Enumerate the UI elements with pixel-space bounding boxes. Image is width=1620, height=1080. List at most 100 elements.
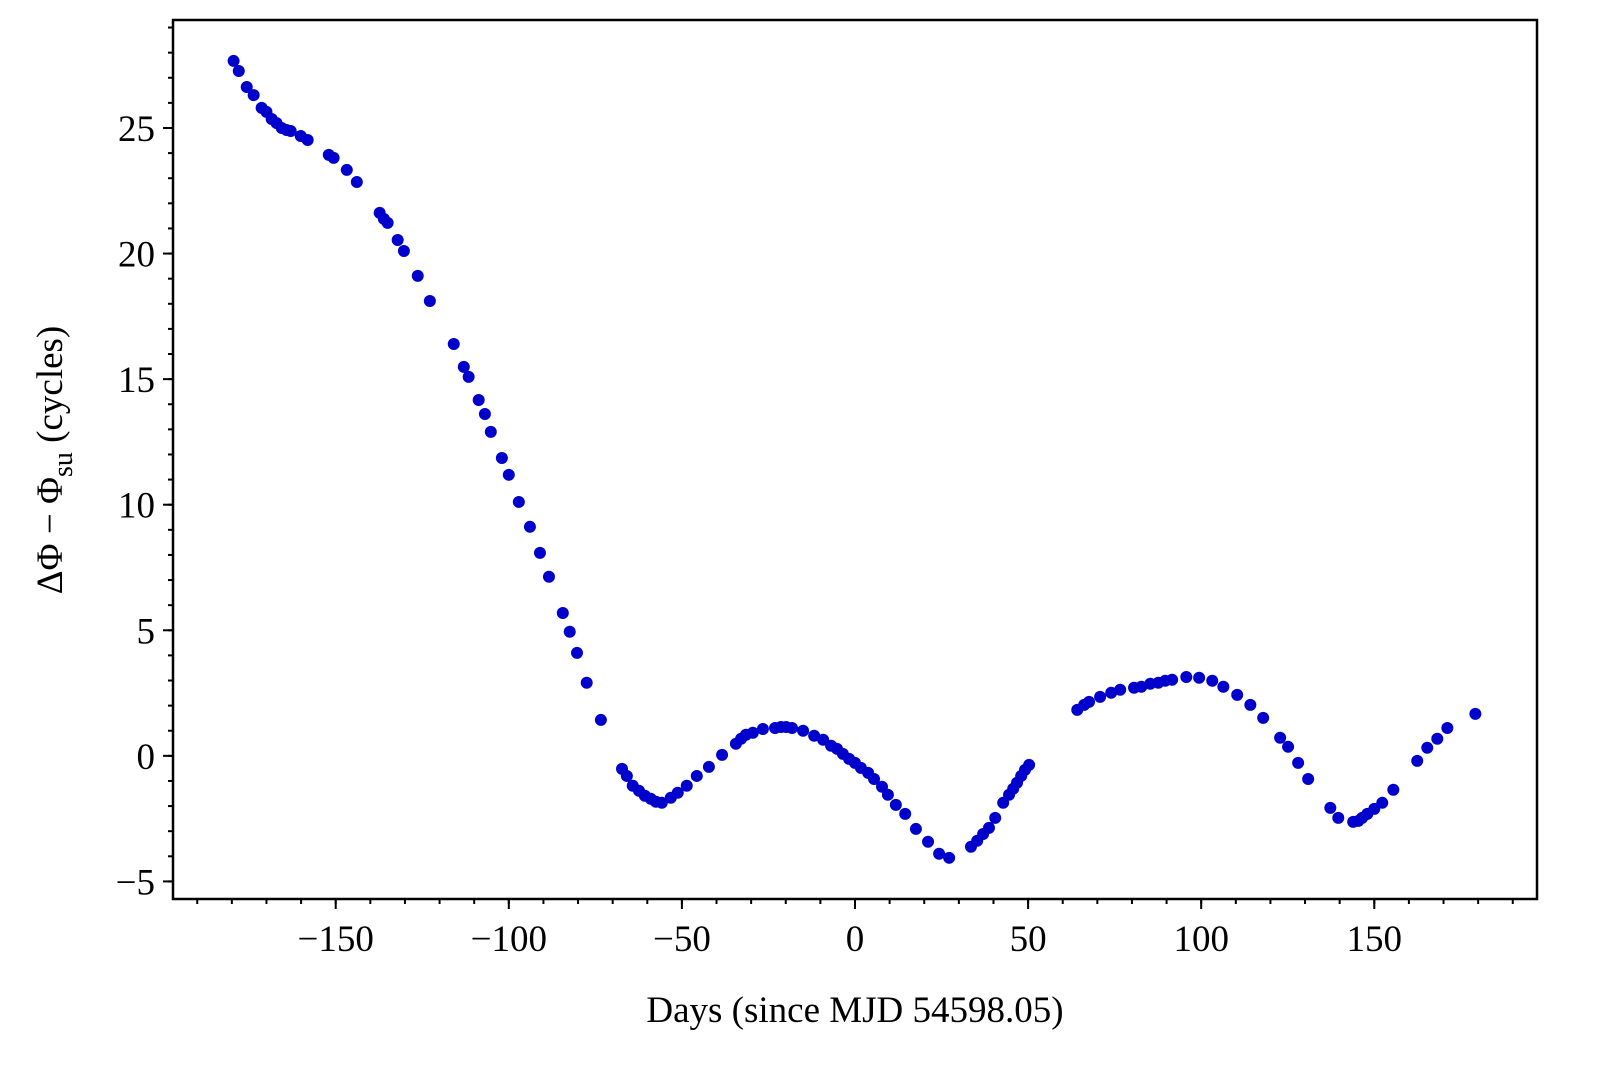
point xyxy=(340,163,353,176)
point xyxy=(556,606,569,619)
point xyxy=(391,234,404,247)
point xyxy=(232,64,245,77)
point xyxy=(571,646,584,659)
point xyxy=(411,269,424,282)
point xyxy=(943,851,956,864)
point xyxy=(702,760,715,773)
y-tick-label: 20 xyxy=(118,235,155,276)
point xyxy=(462,370,475,383)
point xyxy=(785,721,798,734)
point xyxy=(868,772,881,785)
point xyxy=(1114,683,1127,696)
point xyxy=(1376,796,1389,809)
y-label-main: ΔΦ − Φ xyxy=(30,477,71,594)
point xyxy=(889,798,902,811)
point xyxy=(808,729,821,742)
point xyxy=(716,748,729,761)
point xyxy=(478,408,491,421)
y-tick-label: 10 xyxy=(118,486,155,527)
point xyxy=(671,786,684,799)
point xyxy=(1023,758,1036,771)
point xyxy=(523,520,536,533)
point xyxy=(1193,671,1206,684)
point xyxy=(922,835,935,848)
point xyxy=(1083,695,1096,708)
point xyxy=(580,676,593,689)
point xyxy=(1282,740,1295,753)
point xyxy=(301,134,314,147)
point xyxy=(1231,688,1244,701)
point xyxy=(533,546,546,559)
point xyxy=(1324,801,1337,814)
y-tick-label: 15 xyxy=(118,360,155,401)
point xyxy=(690,769,703,782)
point xyxy=(327,151,340,164)
point xyxy=(1421,741,1434,754)
point xyxy=(680,779,693,792)
point xyxy=(502,468,515,481)
point xyxy=(1094,690,1107,703)
point xyxy=(495,451,508,464)
point xyxy=(989,811,1002,824)
y-axis-label: ΔΦ − Φsu (cycles) xyxy=(30,326,79,595)
point xyxy=(1257,711,1270,724)
point xyxy=(1244,698,1257,711)
point xyxy=(620,769,633,782)
point xyxy=(472,393,485,406)
point xyxy=(227,54,240,67)
x-tick-label: −100 xyxy=(471,919,547,960)
y-tick-label: 0 xyxy=(137,737,156,778)
x-tick-label: 100 xyxy=(1173,919,1229,960)
point xyxy=(899,807,912,820)
point xyxy=(423,295,436,308)
x-tick-label: 0 xyxy=(846,919,865,960)
point xyxy=(350,175,363,188)
point xyxy=(1469,707,1482,720)
point xyxy=(655,796,668,809)
y-tick-label: −5 xyxy=(116,862,155,903)
point xyxy=(1206,674,1219,687)
point xyxy=(381,216,394,229)
point xyxy=(982,821,995,834)
point xyxy=(1302,772,1315,785)
point xyxy=(797,724,810,737)
point xyxy=(1387,783,1400,796)
point xyxy=(457,360,470,373)
point xyxy=(746,726,759,739)
point xyxy=(1441,721,1454,734)
x-tick-label: 50 xyxy=(1010,919,1047,960)
point xyxy=(512,495,525,508)
point xyxy=(909,822,922,835)
point xyxy=(1217,680,1230,693)
point xyxy=(1274,731,1287,744)
point xyxy=(1105,686,1118,699)
point xyxy=(284,125,297,138)
y-label-sub: su xyxy=(48,452,79,477)
y-label-unit: (cycles) xyxy=(30,326,71,452)
point xyxy=(563,625,576,638)
point xyxy=(484,425,497,438)
point xyxy=(933,847,946,860)
y-tick-label: 25 xyxy=(118,109,155,150)
y-tick-label: 5 xyxy=(137,611,156,652)
point xyxy=(1166,673,1179,686)
point xyxy=(1180,670,1193,683)
point xyxy=(1292,756,1305,769)
point xyxy=(756,722,769,735)
point xyxy=(881,788,894,801)
point xyxy=(1135,680,1148,693)
x-axis-label: Days (since MJD 54598.05) xyxy=(646,990,1063,1031)
point xyxy=(447,337,460,350)
point xyxy=(1411,754,1424,767)
point xyxy=(1332,811,1345,824)
point xyxy=(1431,732,1444,745)
point xyxy=(542,570,555,583)
point xyxy=(240,81,253,94)
point xyxy=(594,713,607,726)
x-tick-label: −50 xyxy=(653,919,711,960)
x-tick-label: −150 xyxy=(298,919,374,960)
point xyxy=(247,89,260,102)
point xyxy=(397,245,410,258)
